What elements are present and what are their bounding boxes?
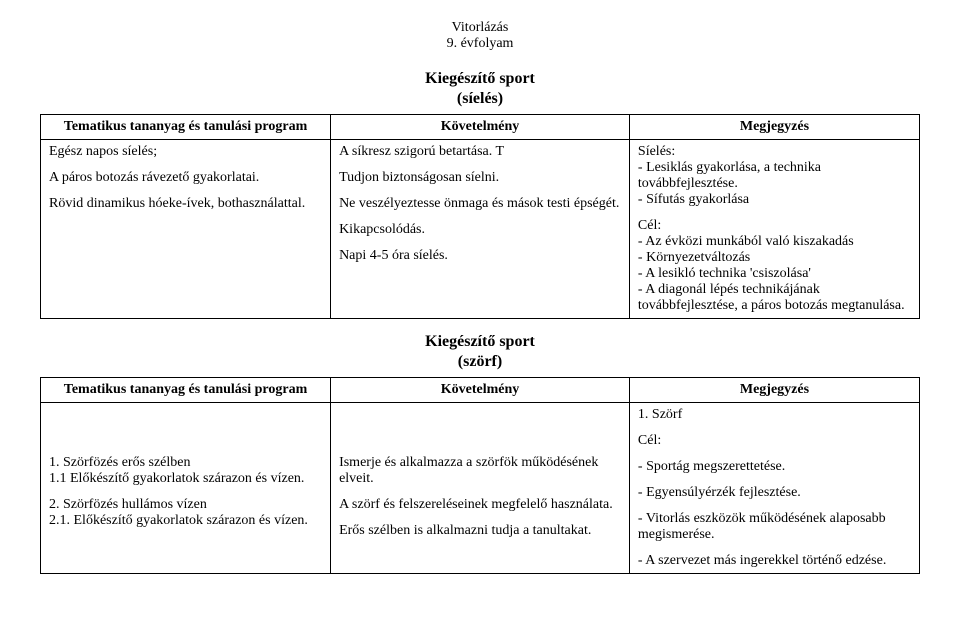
col-header: Követelmény bbox=[331, 115, 630, 140]
text-line: 2. Szörfözés hullámos vízen bbox=[49, 497, 207, 512]
text-line: Erős szélben is alkalmazni tudja a tanul… bbox=[339, 523, 591, 538]
cell-tananyag: Egész napos síelés; A páros botozás ráve… bbox=[41, 140, 331, 319]
text-line: - A diagonál lépés technikájának továbbf… bbox=[638, 282, 905, 313]
text-line: Cél: bbox=[638, 218, 661, 233]
text-line: A páros botozás rávezető gyakorlatai. bbox=[49, 170, 322, 186]
section2-subtitle: (szörf) bbox=[40, 353, 920, 371]
text-line: Tudjon biztonságosan síelni. bbox=[339, 170, 621, 186]
text-line: Kikapcsolódás. bbox=[339, 222, 621, 238]
text-line: - Lesiklás gyakorlása, a technika tovább… bbox=[638, 160, 821, 191]
text-line: - Környezetváltozás bbox=[638, 250, 750, 265]
cell-megjegyzes: 1. Szörf Cél: - Sportág megszerettetése.… bbox=[629, 403, 919, 574]
header-line1: Vitorlázás bbox=[452, 20, 509, 35]
cell-kovetelmeny: Ismerje és alkalmazza a szörfök működésé… bbox=[331, 403, 630, 574]
text-line: - Sífutás gyakorlása bbox=[638, 192, 911, 208]
col-header: Megjegyzés bbox=[629, 115, 919, 140]
text-line: A szörf és felszereléseinek megfelelő ha… bbox=[339, 497, 621, 513]
text-line: Napi 4-5 óra síelés. bbox=[339, 248, 621, 264]
text-line: 1.1 Előkészítő gyakorlatok szárazon és v… bbox=[49, 471, 322, 487]
table-row: Egész napos síelés; A páros botozás ráve… bbox=[41, 140, 920, 319]
text-line: Síelés: bbox=[638, 144, 675, 159]
section1-title: Kiegészítő sport bbox=[40, 70, 920, 88]
text-line: - A lesikló technika 'csiszolása' bbox=[638, 266, 811, 281]
text-line: - Vitorlás eszközök működésének alaposab… bbox=[638, 511, 911, 543]
text-line: Rövid dinamikus hóeke-ívek, bothasználat… bbox=[49, 196, 322, 212]
table-header-row: Tematikus tananyag és tanulási program K… bbox=[41, 115, 920, 140]
section2-table: Tematikus tananyag és tanulási program K… bbox=[40, 377, 920, 574]
section2-title: Kiegészítő sport bbox=[40, 333, 920, 351]
text-line: - Egyensúlyérzék fejlesztése. bbox=[638, 485, 911, 501]
table-header-row: Tematikus tananyag és tanulási program K… bbox=[41, 378, 920, 403]
cell-kovetelmeny: A síkresz szigorú betartása. T Tudjon bi… bbox=[331, 140, 630, 319]
text-line: - A szervezet más ingerekkel történő edz… bbox=[638, 553, 886, 568]
section1-table: Tematikus tananyag és tanulási program K… bbox=[40, 114, 920, 319]
table-row: 1. Szörfözés erős szélben 1.1 Előkészítő… bbox=[41, 403, 920, 574]
text-line: A síkresz szigorú betartása. T bbox=[339, 144, 621, 160]
col-header: Követelmény bbox=[331, 378, 630, 403]
col-header: Tematikus tananyag és tanulási program bbox=[41, 115, 331, 140]
text-line: Cél: bbox=[638, 433, 911, 449]
col-header: Megjegyzés bbox=[629, 378, 919, 403]
text-line: - Az évközi munkából való kiszakadás bbox=[638, 234, 854, 249]
cell-megjegyzes: Síelés: - Lesiklás gyakorlása, a technik… bbox=[629, 140, 919, 319]
text-line: Egész napos síelés; bbox=[49, 144, 322, 160]
text-line: Ne veszélyeztesse önmaga és mások testi … bbox=[339, 196, 621, 212]
text-line: Ismerje és alkalmazza a szörfök működésé… bbox=[339, 455, 621, 487]
text-line: 2.1. Előkészítő gyakorlatok szárazon és … bbox=[49, 513, 308, 528]
text-line: - Sportág megszerettetése. bbox=[638, 459, 911, 475]
header-line2: 9. évfolyam bbox=[447, 36, 514, 51]
cell-tananyag: 1. Szörfözés erős szélben 1.1 Előkészítő… bbox=[41, 403, 331, 574]
section1-subtitle: (síelés) bbox=[40, 90, 920, 108]
col-header: Tematikus tananyag és tanulási program bbox=[41, 378, 331, 403]
text-line: 1. Szörf bbox=[638, 407, 911, 423]
page-header: Vitorlázás 9. évfolyam bbox=[40, 20, 920, 52]
text-line: 1. Szörfözés erős szélben bbox=[49, 455, 191, 470]
